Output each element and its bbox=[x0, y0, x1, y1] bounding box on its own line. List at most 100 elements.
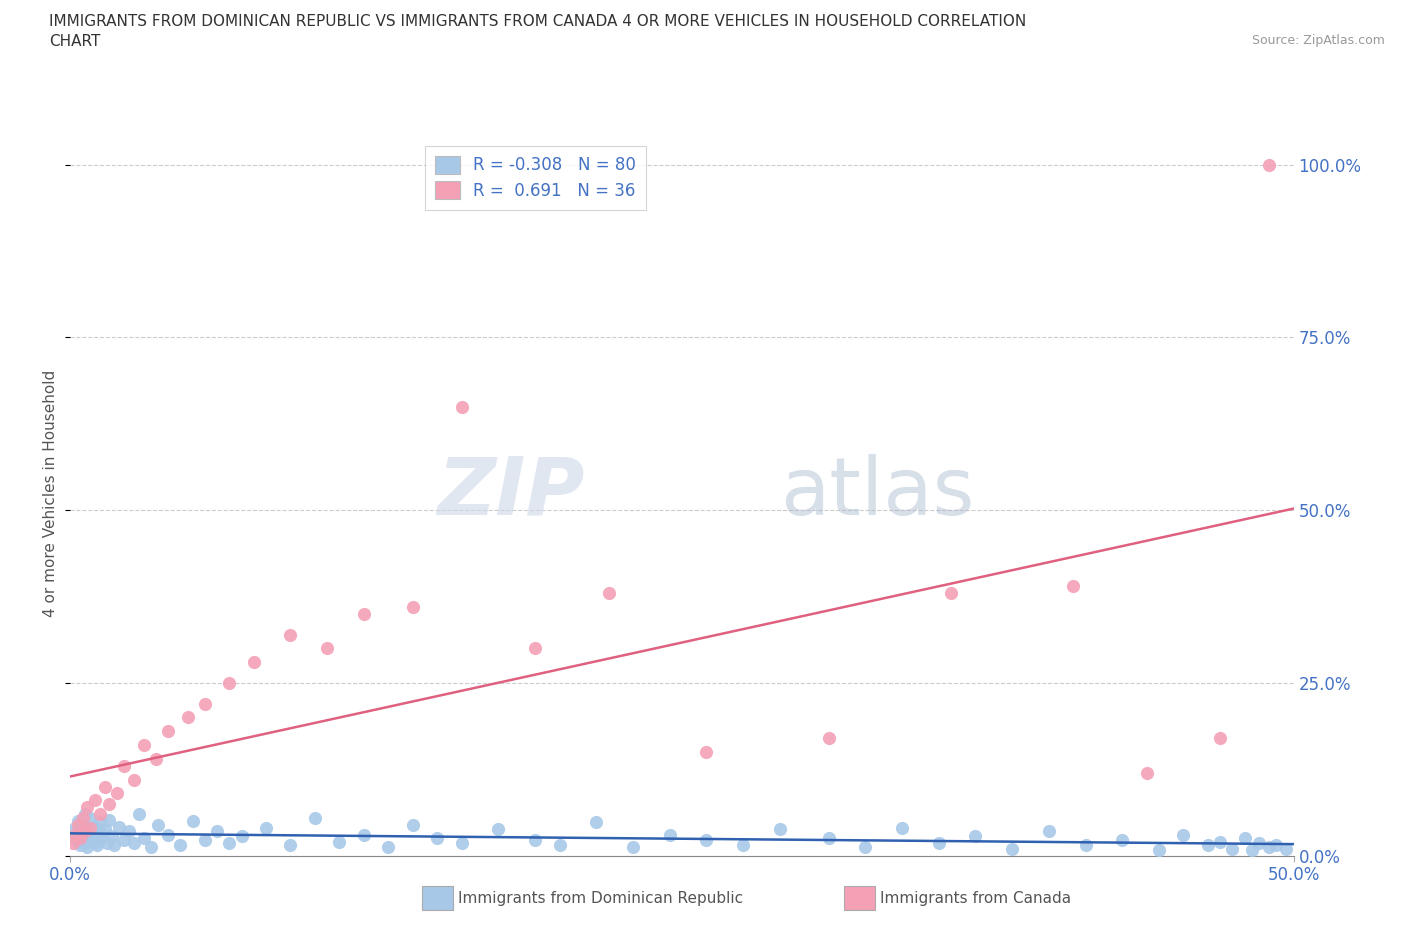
Point bbox=[89, 815, 111, 830]
Point bbox=[769, 822, 792, 837]
Point bbox=[817, 731, 839, 746]
Point bbox=[66, 814, 89, 829]
Point bbox=[621, 840, 644, 855]
Point bbox=[63, 828, 86, 843]
Point bbox=[73, 824, 96, 839]
Point bbox=[1275, 842, 1298, 857]
Point bbox=[82, 829, 104, 844]
Text: ZIP: ZIP bbox=[437, 454, 583, 532]
Point bbox=[72, 817, 94, 832]
Point bbox=[76, 800, 98, 815]
Point bbox=[76, 840, 98, 855]
Point bbox=[63, 820, 86, 835]
Point bbox=[96, 836, 118, 851]
Point bbox=[524, 641, 547, 656]
Point bbox=[112, 758, 135, 773]
Point bbox=[377, 840, 399, 855]
Point bbox=[72, 810, 94, 825]
Point bbox=[66, 817, 89, 832]
Point bbox=[194, 697, 217, 711]
Point bbox=[98, 812, 121, 827]
Point bbox=[304, 810, 326, 825]
Point bbox=[122, 836, 145, 851]
Text: Immigrants from Canada: Immigrants from Canada bbox=[880, 891, 1071, 906]
Point bbox=[157, 828, 180, 843]
Point bbox=[817, 830, 839, 845]
Point bbox=[524, 833, 547, 848]
Point bbox=[218, 836, 240, 851]
Point bbox=[69, 824, 91, 839]
Point bbox=[122, 772, 145, 787]
Point bbox=[695, 745, 717, 760]
Point bbox=[1249, 836, 1271, 851]
Text: Immigrants from Dominican Republic: Immigrants from Dominican Republic bbox=[458, 891, 744, 906]
Point bbox=[928, 836, 950, 851]
Point bbox=[205, 824, 228, 839]
Point bbox=[93, 822, 115, 837]
Text: Source: ZipAtlas.com: Source: ZipAtlas.com bbox=[1251, 34, 1385, 47]
Point bbox=[598, 586, 620, 601]
Point bbox=[1209, 834, 1232, 849]
Point bbox=[1062, 578, 1084, 593]
Point bbox=[86, 838, 108, 853]
Point bbox=[132, 737, 155, 752]
Point bbox=[328, 834, 350, 849]
Point bbox=[62, 828, 84, 843]
Y-axis label: 4 or more Vehicles in Household: 4 or more Vehicles in Household bbox=[44, 369, 59, 617]
Point bbox=[139, 840, 162, 855]
Point bbox=[91, 830, 114, 845]
Point bbox=[93, 779, 115, 794]
Point bbox=[69, 838, 91, 853]
Point bbox=[280, 627, 302, 642]
Point bbox=[79, 810, 101, 825]
Point bbox=[157, 724, 180, 738]
Point bbox=[148, 817, 170, 832]
Point bbox=[194, 833, 217, 848]
Point bbox=[181, 814, 204, 829]
Point bbox=[79, 833, 101, 848]
Point bbox=[658, 828, 681, 843]
Point bbox=[177, 710, 200, 724]
Point bbox=[72, 830, 94, 845]
Point bbox=[965, 829, 987, 844]
Point bbox=[695, 833, 717, 848]
Point bbox=[66, 834, 89, 849]
Point bbox=[1233, 830, 1256, 845]
Point bbox=[1147, 843, 1170, 857]
Point bbox=[108, 819, 131, 834]
Point bbox=[548, 838, 571, 853]
Point bbox=[101, 829, 124, 844]
Point bbox=[1111, 833, 1133, 848]
Point bbox=[83, 834, 105, 849]
Point bbox=[855, 840, 877, 855]
Point bbox=[1038, 824, 1060, 839]
Point bbox=[1173, 828, 1195, 843]
Point bbox=[105, 786, 128, 801]
Point bbox=[316, 641, 339, 656]
Text: atlas: atlas bbox=[780, 454, 974, 532]
Text: CHART: CHART bbox=[49, 34, 101, 49]
Point bbox=[76, 822, 98, 837]
Point bbox=[1136, 765, 1159, 780]
Point bbox=[243, 655, 266, 670]
Point bbox=[231, 829, 253, 844]
Point bbox=[280, 838, 302, 853]
Point bbox=[402, 600, 425, 615]
Point bbox=[891, 820, 914, 835]
Point bbox=[1001, 842, 1024, 857]
Point bbox=[254, 820, 277, 835]
Point bbox=[426, 830, 449, 845]
Point bbox=[402, 817, 425, 832]
Point bbox=[89, 806, 111, 821]
Point bbox=[79, 820, 101, 835]
Point bbox=[169, 838, 191, 853]
Point bbox=[103, 838, 125, 853]
Point bbox=[83, 819, 105, 834]
Point bbox=[73, 806, 96, 821]
Point bbox=[218, 675, 240, 690]
Point bbox=[488, 822, 510, 837]
Point bbox=[1074, 838, 1097, 853]
Point bbox=[1258, 840, 1281, 855]
Point bbox=[73, 836, 96, 851]
Text: IMMIGRANTS FROM DOMINICAN REPUBLIC VS IMMIGRANTS FROM CANADA 4 OR MORE VEHICLES : IMMIGRANTS FROM DOMINICAN REPUBLIC VS IM… bbox=[49, 14, 1026, 29]
